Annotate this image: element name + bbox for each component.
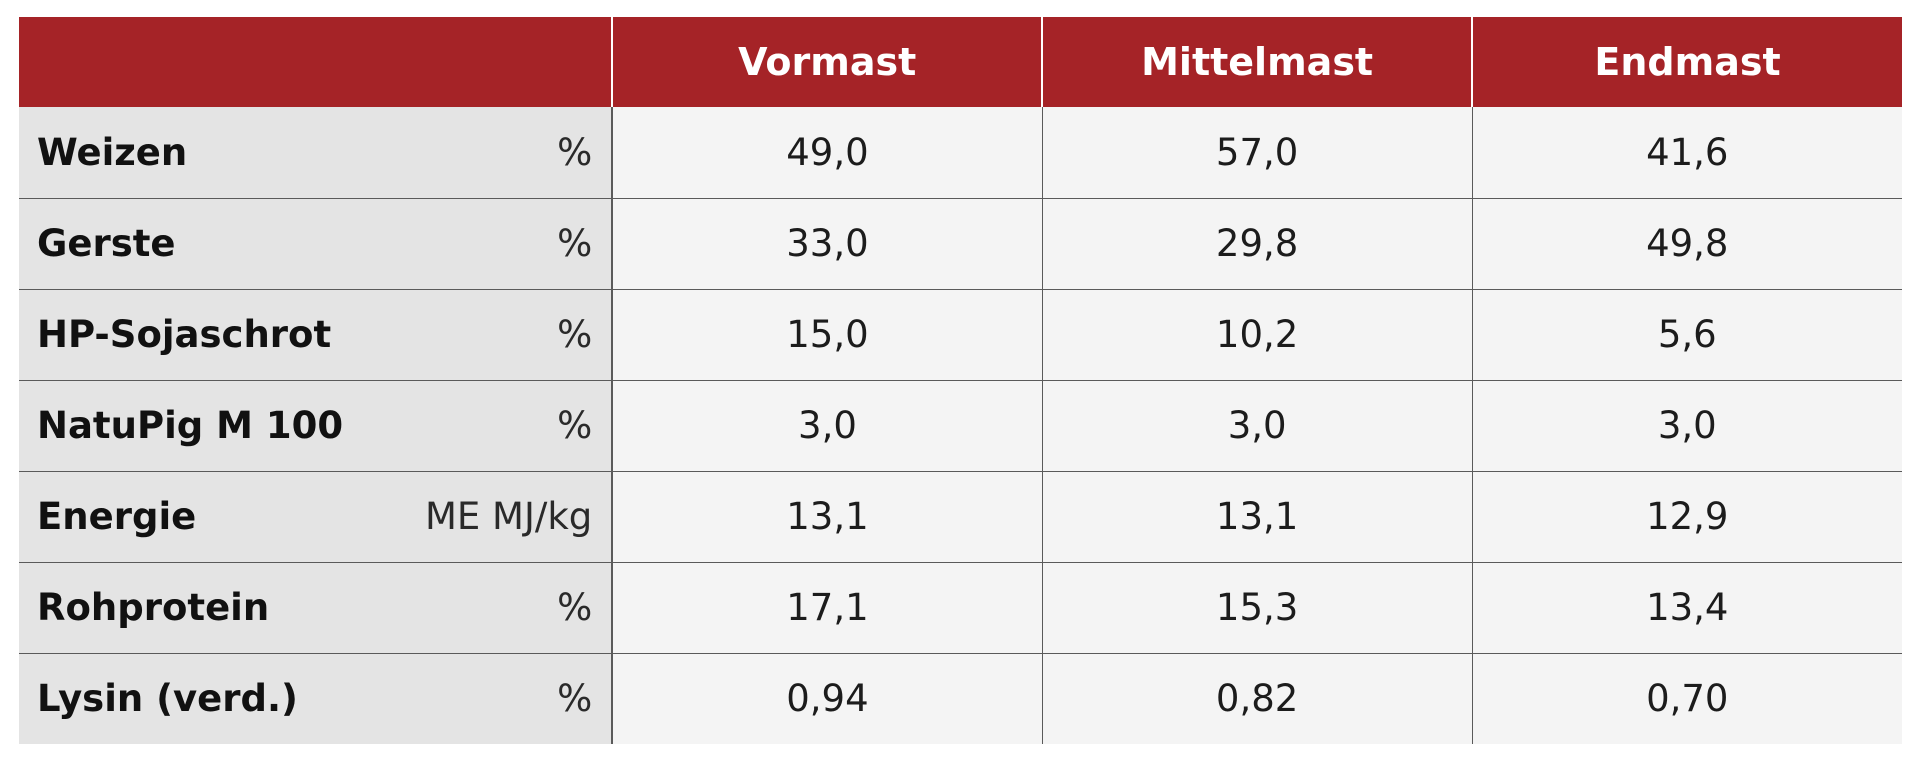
row-name: Weizen [37, 130, 188, 174]
value-vormast: 17,1 [611, 561, 1043, 653]
row-name: HP-Sojaschrot [37, 313, 332, 356]
table-row: Weizen % 49,0 57,0 41,6 [19, 107, 1902, 198]
row-label-cell: Weizen % [19, 107, 614, 198]
table-row: Gerste % 33,0 29,8 49,8 [19, 197, 1902, 289]
value-vormast: 13,1 [611, 470, 1043, 562]
row-unit: ME MJ/kg [424, 495, 593, 538]
table-row: HP-Sojaschrot % 15,0 10,2 5,6 [19, 288, 1902, 380]
row-unit: % [557, 404, 593, 447]
value-vormast: 49,0 [611, 107, 1043, 198]
value-vormast: 15,0 [611, 288, 1043, 380]
row-name: Energie [37, 495, 197, 538]
row-unit: % [557, 677, 593, 721]
value-endmast: 49,8 [1471, 197, 1902, 289]
value-mittelmast: 3,0 [1041, 379, 1473, 471]
row-unit: % [557, 313, 593, 356]
value-endmast: 12,9 [1471, 470, 1902, 562]
row-label-cell: Energie ME MJ/kg [19, 470, 614, 562]
feed-ration-table-container: Vormast Mittelmast Endmast Weizen % 49,0… [19, 17, 1902, 744]
value-mittelmast: 10,2 [1041, 288, 1473, 380]
feed-ration-table: Vormast Mittelmast Endmast Weizen % 49,0… [19, 17, 1902, 744]
value-mittelmast: 15,3 [1041, 561, 1473, 653]
value-mittelmast: 13,1 [1041, 470, 1473, 562]
header-blank-cell [19, 17, 613, 107]
value-mittelmast: 29,8 [1041, 197, 1473, 289]
value-endmast: 5,6 [1471, 288, 1902, 380]
value-vormast: 0,94 [611, 652, 1043, 744]
row-unit: % [557, 130, 593, 174]
row-label-cell: Lysin (verd.) % [19, 652, 614, 744]
table-row: Lysin (verd.) % 0,94 0,82 0,70 [19, 652, 1902, 744]
value-vormast: 3,0 [611, 379, 1043, 471]
value-endmast: 13,4 [1471, 561, 1902, 653]
row-label-cell: Rohprotein % [19, 561, 614, 653]
value-mittelmast: 0,82 [1041, 652, 1473, 744]
row-name: Rohprotein [37, 586, 270, 629]
row-name: Lysin (verd.) [37, 677, 298, 721]
row-unit: % [557, 222, 593, 265]
table-row: Rohprotein % 17,1 15,3 13,4 [19, 561, 1902, 653]
value-endmast: 41,6 [1471, 107, 1902, 198]
row-label-cell: NatuPig M 100 % [19, 379, 614, 471]
value-vormast: 33,0 [611, 197, 1043, 289]
table-row: NatuPig M 100 % 3,0 3,0 3,0 [19, 379, 1902, 471]
row-name: Gerste [37, 222, 176, 265]
row-name: NatuPig M 100 [37, 404, 344, 447]
row-label-cell: HP-Sojaschrot % [19, 288, 614, 380]
header-vormast: Vormast [611, 17, 1043, 107]
header-mittelmast: Mittelmast [1041, 17, 1473, 107]
value-endmast: 0,70 [1471, 652, 1902, 744]
value-endmast: 3,0 [1471, 379, 1902, 471]
table-row: Energie ME MJ/kg 13,1 13,1 12,9 [19, 470, 1902, 562]
header-endmast: Endmast [1471, 17, 1902, 107]
header-row: Vormast Mittelmast Endmast [19, 17, 1902, 107]
row-label-cell: Gerste % [19, 197, 614, 289]
value-mittelmast: 57,0 [1041, 107, 1473, 198]
row-unit: % [557, 586, 593, 629]
